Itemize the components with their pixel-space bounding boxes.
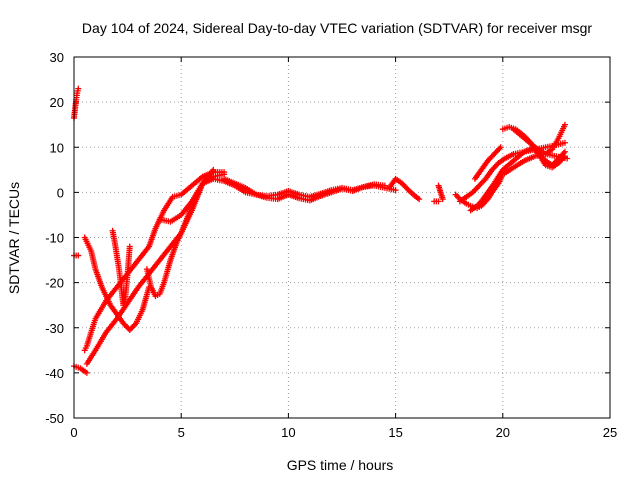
y-tick-label: -20 xyxy=(45,276,64,291)
series-arc-j xyxy=(221,175,388,204)
series-arc-t xyxy=(531,146,568,171)
x-tick-label: 0 xyxy=(70,425,77,440)
data-point xyxy=(435,198,442,205)
x-tick-label: 15 xyxy=(388,425,402,440)
y-tick-label: 10 xyxy=(50,140,64,155)
y-tick-label: -10 xyxy=(45,231,64,246)
x-tick-label: 20 xyxy=(496,425,510,440)
series-arc-s xyxy=(510,121,568,158)
data-point xyxy=(381,182,388,189)
data-points xyxy=(71,85,571,376)
data-point xyxy=(497,144,504,151)
data-point xyxy=(126,243,133,250)
series-arc-l xyxy=(435,182,446,203)
x-tick-label: 10 xyxy=(281,425,295,440)
data-point xyxy=(392,187,399,194)
series-arc-g xyxy=(109,227,133,309)
y-axis-label: SDTVAR / TECUs xyxy=(6,182,22,294)
x-tick-label: 5 xyxy=(178,425,185,440)
x-tick-label: 25 xyxy=(603,425,617,440)
series-arc-p xyxy=(467,144,538,214)
y-tick-label: 20 xyxy=(50,95,64,110)
y-tick-label: -40 xyxy=(45,366,64,381)
data-point xyxy=(439,196,446,203)
series-arc-k xyxy=(386,175,423,203)
series-arc-m xyxy=(431,198,442,205)
data-point xyxy=(561,153,568,160)
plot-frame xyxy=(73,56,611,419)
y-tick-label: -30 xyxy=(45,321,64,336)
series-arc-c xyxy=(71,363,90,376)
data-point xyxy=(210,166,217,173)
data-point xyxy=(83,369,90,376)
data-point xyxy=(416,196,423,203)
series-arc-q xyxy=(471,144,504,182)
y-tick-label: 30 xyxy=(50,50,64,65)
data-point xyxy=(561,139,568,146)
grid xyxy=(74,57,610,418)
x-axis-label: GPS time / hours xyxy=(287,457,394,473)
y-tick-labels: -50 -40 -30 -20 -10 0 10 20 30 xyxy=(45,50,64,426)
data-point xyxy=(75,252,82,259)
data-point xyxy=(561,121,568,128)
chart-title: Day 104 of 2024, Sidereal Day-to-day VTE… xyxy=(82,20,592,36)
x-tick-labels: 0 5 10 15 20 25 xyxy=(70,425,617,440)
data-point xyxy=(75,85,82,92)
y-tick-label: 0 xyxy=(57,185,64,200)
y-tick-label: -50 xyxy=(45,411,64,426)
